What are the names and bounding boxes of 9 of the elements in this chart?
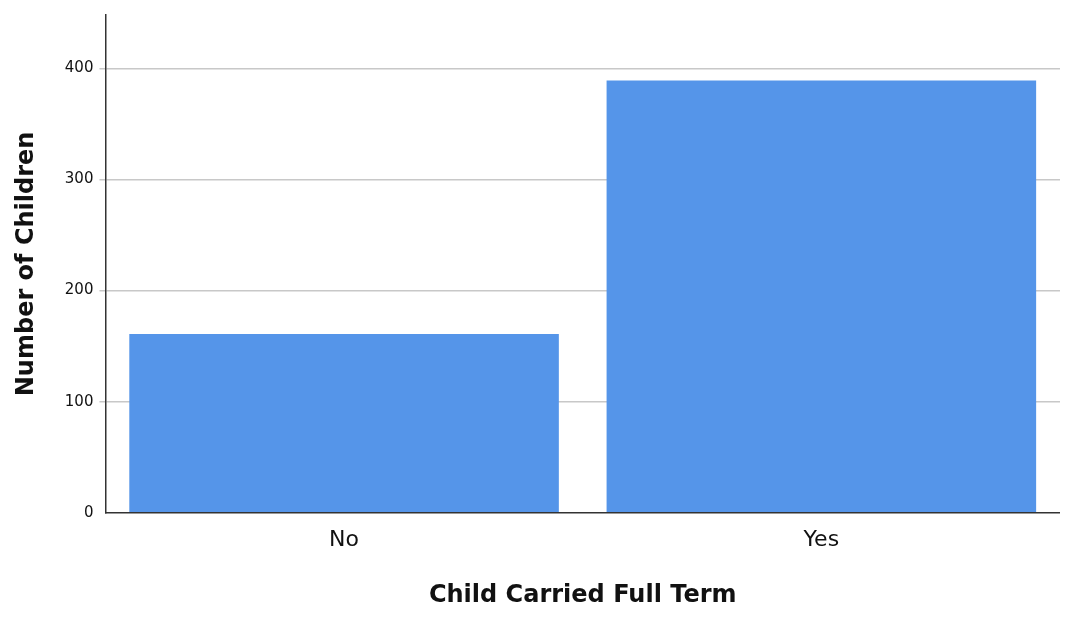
- x-axis-title: Child Carried Full Term: [428, 579, 737, 608]
- y-tick-label: 100: [64, 391, 94, 410]
- y-tick-label: 400: [64, 58, 94, 77]
- y-axis-title: Number of Children: [10, 131, 39, 397]
- y-tick-label: 300: [64, 169, 94, 188]
- x-tick-label: No: [329, 525, 360, 551]
- y-tick-label: 200: [64, 280, 94, 299]
- x-tick-label: Yes: [802, 525, 840, 551]
- y-tick-label: 0: [83, 502, 94, 521]
